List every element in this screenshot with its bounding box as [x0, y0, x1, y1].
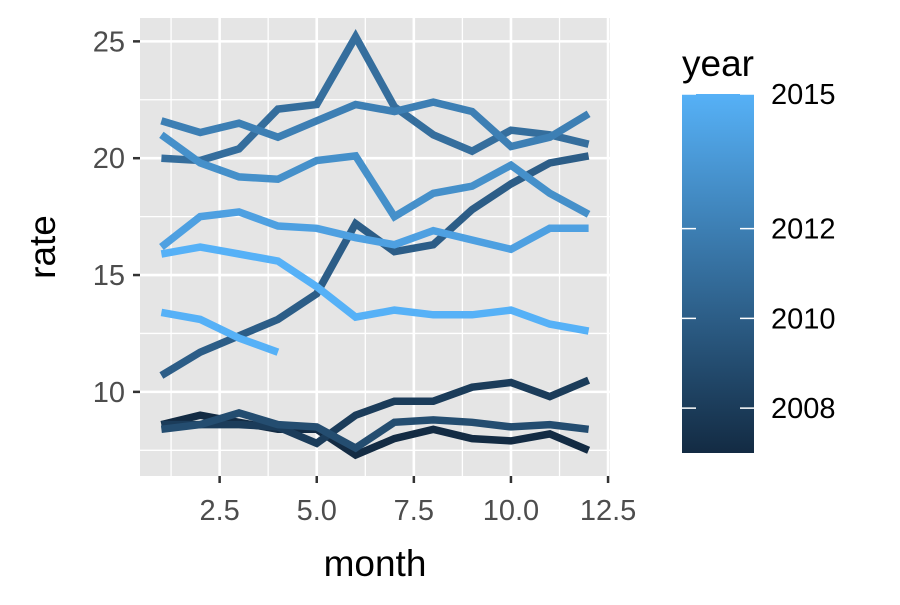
x-tick-label: 10.0: [483, 495, 539, 527]
x-tick-label: 5.0: [297, 495, 337, 527]
legend-tick-label: 2008: [771, 393, 836, 425]
x-tick-label: 7.5: [394, 495, 434, 527]
y-tick-label: 20: [93, 143, 125, 175]
legend-ticks: 2008 2010 2012 2015: [682, 79, 836, 425]
legend-tick-label: 2012: [771, 214, 836, 246]
y-axis-title: rate: [22, 215, 63, 279]
x-tick-label: 12.5: [580, 495, 636, 527]
series-line-2015: [160, 243, 590, 335]
x-tick-label: 2.5: [199, 495, 239, 527]
y-tick-label: 10: [93, 377, 125, 409]
x-axis: 2.5 5.0 7.5 10.0 12.5: [199, 476, 636, 527]
series-line-2016: [160, 308, 280, 356]
series-line-2013: [159, 131, 591, 222]
series-line-2014: [159, 208, 589, 254]
series-lines: [159, 29, 591, 460]
legend-title: year: [682, 43, 754, 84]
y-tick-label: 15: [93, 260, 125, 292]
x-axis-title: month: [324, 543, 427, 584]
legend-tick-label: 2015: [771, 79, 836, 111]
series-line-2011: [161, 29, 590, 165]
legend-colorbar: [682, 94, 754, 453]
y-tick-label: 25: [93, 26, 125, 58]
legend: year 2008 2010 2012 2015: [682, 43, 836, 453]
y-axis: 10 15 20 25: [93, 26, 140, 409]
series-line-2012: [160, 98, 591, 151]
series-line-2009: [160, 408, 590, 453]
legend-tick-label: 2010: [771, 303, 836, 335]
series-line-2008: [161, 376, 591, 448]
